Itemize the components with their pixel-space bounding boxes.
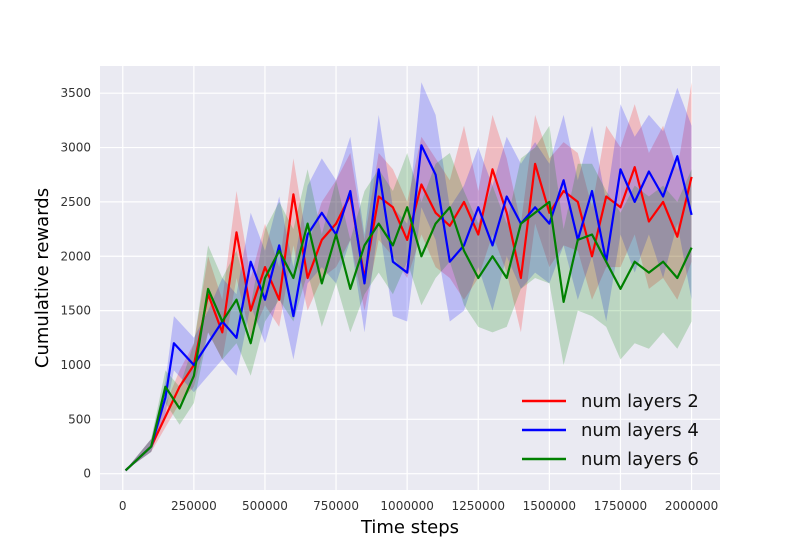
y-tick-label: 2000 — [60, 249, 91, 263]
series-lines — [124, 144, 693, 472]
x-tick-label: 0 — [119, 499, 127, 513]
y-tick-label: 1000 — [60, 358, 91, 372]
x-tick-labels: 0 250000 500000 750000 1000000 1250000 1500000… — [119, 499, 718, 513]
series-line-1 — [124, 162, 693, 472]
x-tick-label: 1250000 — [452, 499, 505, 513]
x-tick-label: 1000000 — [380, 499, 433, 513]
legend: num layers 2 num layers 4 num layers 6 — [522, 391, 699, 470]
x-tick-label: 1750000 — [594, 499, 647, 513]
y-tick-label: 0 — [83, 467, 91, 481]
x-tick-label: 750000 — [313, 499, 359, 513]
confidence-band-1 — [125, 82, 692, 471]
y-tick-label: 1500 — [60, 304, 91, 318]
x-tick-label: 500000 — [242, 499, 288, 513]
legend-label: num layers 2 — [581, 391, 699, 412]
y-tick-label: 2500 — [60, 195, 91, 209]
y-tick-label: 3500 — [60, 86, 91, 100]
x-tick-label: 250000 — [171, 499, 217, 513]
y-tick-label: 3000 — [60, 141, 91, 155]
legend-label: num layers 4 — [581, 420, 699, 441]
x-tick-label: 1500000 — [523, 499, 576, 513]
legend-label: num layers 6 — [581, 449, 699, 470]
confidence-band-2 — [125, 82, 692, 471]
series-line-3 — [124, 200, 693, 472]
x-tick-label: 2000000 — [665, 499, 718, 513]
x-axis-label: Time steps — [360, 517, 459, 538]
y-tick-labels: 0 500 1000 1500 2000 2500 3000 3500 — [60, 86, 91, 481]
y-axis-label: Cumulative rewards — [32, 188, 53, 368]
y-tick-label: 500 — [68, 412, 91, 426]
series-line-2 — [124, 144, 693, 472]
